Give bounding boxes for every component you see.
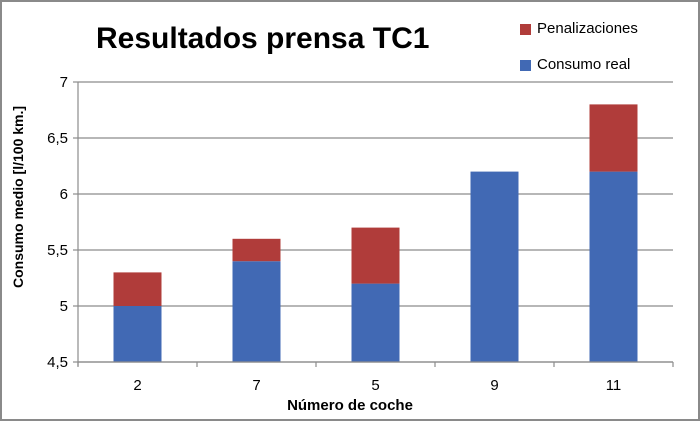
bar-consumo-real: [589, 171, 638, 362]
x-tick-label: 7: [252, 377, 260, 394]
legend-label: Consumo real: [537, 56, 631, 73]
y-axis-label: Consumo medio [l/100 km.]: [10, 105, 26, 288]
x-tick-label: 9: [490, 377, 498, 394]
y-tick-label: 5,5: [47, 242, 68, 259]
bar-penalizaciones: [232, 238, 281, 262]
legend-swatch-consumo-real: [520, 60, 531, 71]
x-tick-label: 11: [606, 377, 622, 394]
x-tick-label: 2: [133, 377, 141, 394]
bar-penalizaciones: [113, 272, 162, 306]
x-tick-label: 5: [371, 377, 379, 394]
y-tick-label: 4,5: [47, 354, 68, 371]
y-tick-label: 5: [60, 298, 68, 315]
bar-consumo-real: [351, 283, 400, 362]
y-tick-label: 6,5: [47, 130, 68, 147]
bar-penalizaciones: [589, 104, 638, 172]
legend-label: Penalizaciones: [537, 20, 638, 37]
bar-consumo-real: [113, 306, 162, 362]
legend-swatch-penalizaciones: [520, 24, 531, 35]
bar-penalizaciones: [351, 227, 400, 284]
x-axis-label: Número de coche: [287, 397, 413, 414]
chart-title: Resultados prensa TC1: [96, 22, 430, 55]
y-tick-label: 7: [60, 74, 68, 91]
y-tick-label: 6: [60, 186, 68, 203]
bar-consumo-real: [470, 171, 519, 362]
bar-consumo-real: [232, 261, 281, 362]
